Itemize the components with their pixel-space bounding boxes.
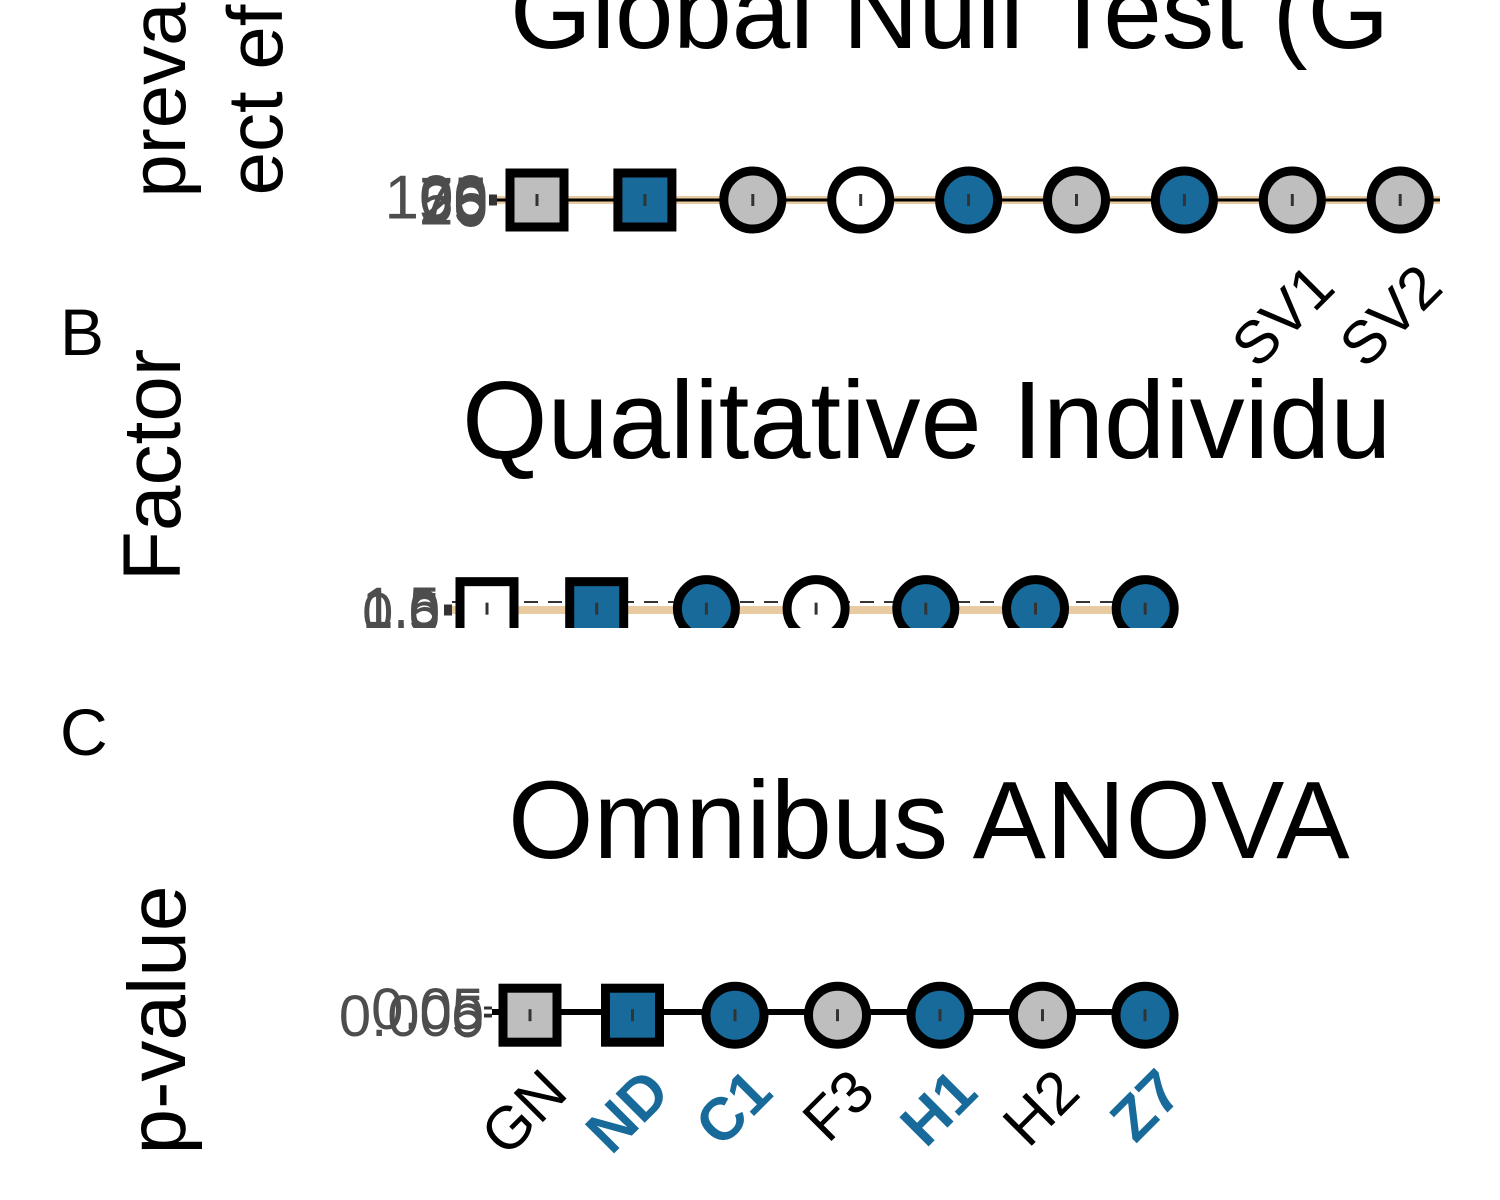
y-tick-label: 1.5 (362, 575, 440, 638)
y-tick-label: 50 (419, 167, 488, 236)
x-tick-label: C1 (683, 1057, 785, 1159)
x-tick-label: ND (573, 1057, 682, 1166)
chart-title: Qualitative Individu (462, 359, 1391, 482)
panel-b: B Qualitative Individu Factor 00.51.01.5 (60, 295, 1391, 646)
y-tick-label: 75 (419, 165, 488, 234)
y-tick-label: 0 (452, 985, 484, 1050)
x-tick-label: GN (468, 1057, 579, 1168)
chart-title: Global Null Test (G (510, 0, 1389, 71)
y-axis-label: preva (114, 2, 202, 198)
y-axis-label: ect ef (211, 4, 299, 195)
panel-letter: B (60, 295, 104, 369)
y-tick-label: 25 (419, 169, 488, 238)
panel-letter: C (60, 695, 108, 769)
y-axis-label: Factor (107, 349, 198, 581)
x-tick-label: Z7 (1097, 1057, 1194, 1154)
y-tick-label: 1.0 (362, 578, 440, 641)
chart-title: Omnibus ANOVA (508, 759, 1350, 882)
y-tick-label: 100 (385, 163, 488, 232)
y-tick-label: 0.005 (339, 984, 484, 1049)
y-tick-label: 0.05 (371, 977, 484, 1042)
y-axis-label: p-value (112, 886, 203, 1155)
y-tick-label: 0 (409, 583, 440, 646)
marker (613, 168, 677, 232)
y-tick-label: 0.5 (362, 580, 440, 643)
x-tick-label: F3 (790, 1057, 887, 1154)
panel-a: Global Null Test (G preva ect ef 0255075100… (114, 0, 1454, 379)
x-tick-label: H1 (888, 1057, 990, 1159)
y-tick-label: 0 (454, 171, 488, 240)
x-tick-label: H2 (990, 1057, 1092, 1159)
